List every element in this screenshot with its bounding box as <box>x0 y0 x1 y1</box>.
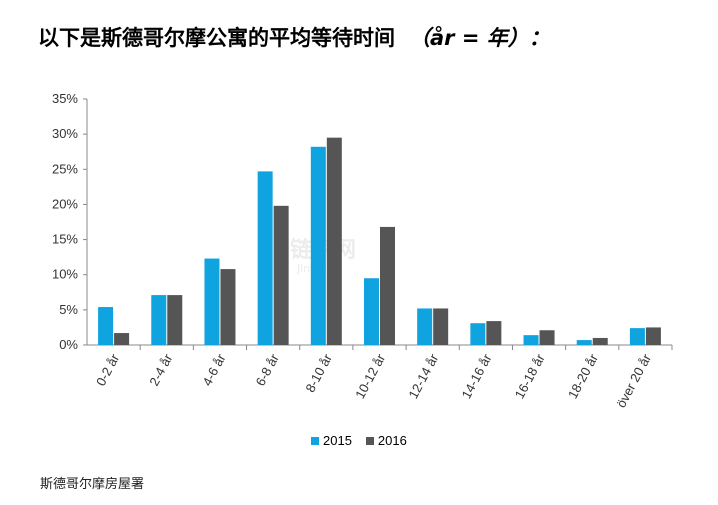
legend-item-2015: 2015 <box>311 433 352 448</box>
bar-2016-7 <box>486 321 502 345</box>
legend-label-2015: 2015 <box>323 433 352 448</box>
y-tick-label: 35% <box>52 91 78 106</box>
bar-2015-0 <box>98 307 114 345</box>
x-tick-label: 6-8 år <box>253 351 283 389</box>
bar-2015-4 <box>310 146 326 345</box>
y-tick-label: 0% <box>59 337 78 352</box>
bar-2016-2 <box>220 269 236 345</box>
bar-2015-10 <box>629 328 645 345</box>
bar-2015-2 <box>204 258 220 345</box>
bar-2015-9 <box>576 340 592 345</box>
x-tick-label: över 20 år <box>613 351 654 410</box>
x-tick-label: 0-2 år <box>93 351 123 389</box>
x-tick-label: 4-6 år <box>199 351 229 389</box>
legend-swatch-2015 <box>311 436 319 445</box>
bar-2016-4 <box>326 137 342 345</box>
x-tick-label: 12-14 år <box>405 351 441 401</box>
chart-title: 以下是斯德哥尔摩公寓的平均等待时间 （år = 年）： <box>38 22 550 52</box>
legend-label-2016: 2016 <box>377 433 407 448</box>
bar-2016-6 <box>433 308 449 345</box>
y-tick-label: 20% <box>52 196 78 211</box>
bar-2015-6 <box>417 308 433 345</box>
source-note: 斯德哥尔摩房屋署 <box>40 477 145 492</box>
bar-2016-5 <box>380 226 395 345</box>
legend: 2015 2016 <box>311 433 421 448</box>
y-tick-label: 5% <box>59 302 78 317</box>
x-tick-label: 2-4 år <box>146 351 176 389</box>
x-tick-label: 16-18 år <box>512 351 548 401</box>
legend-item-2016: 2016 <box>365 433 407 448</box>
bar-2015-8 <box>523 335 539 345</box>
bar-2016-1 <box>167 295 183 345</box>
y-tick-label: 15% <box>52 232 78 247</box>
bar-2016-10 <box>645 327 661 345</box>
x-tick-label: 8-10 år <box>302 351 335 395</box>
unit-note: （år = 年）： <box>409 26 550 50</box>
bar-2015-1 <box>151 295 167 345</box>
bar-2016-9 <box>592 337 608 345</box>
y-tick-label: 10% <box>52 267 78 282</box>
title-text: 以下是斯德哥尔摩公寓的平均等待时间 <box>38 26 395 50</box>
y-tick-label: 30% <box>52 126 78 141</box>
bar-2016-8 <box>539 330 555 345</box>
legend-swatch-2016 <box>365 436 374 445</box>
x-tick-label: 10-12 år <box>352 351 388 401</box>
bar-2015-5 <box>364 278 379 345</box>
bar-2016-0 <box>114 333 130 345</box>
x-tick-label: 14-16 år <box>459 351 495 401</box>
bar-2015-3 <box>257 171 273 345</box>
bar-2016-3 <box>273 205 289 345</box>
x-tick-label: 18-20 år <box>565 351 601 401</box>
bar-chart: 0% 5% 10% 15% 20% 25% 30% 35% 0-2 år 2-4 år 4-6 år… <box>52 91 673 410</box>
y-tick-label: 25% <box>52 161 78 176</box>
bar-2015-7 <box>470 323 486 345</box>
